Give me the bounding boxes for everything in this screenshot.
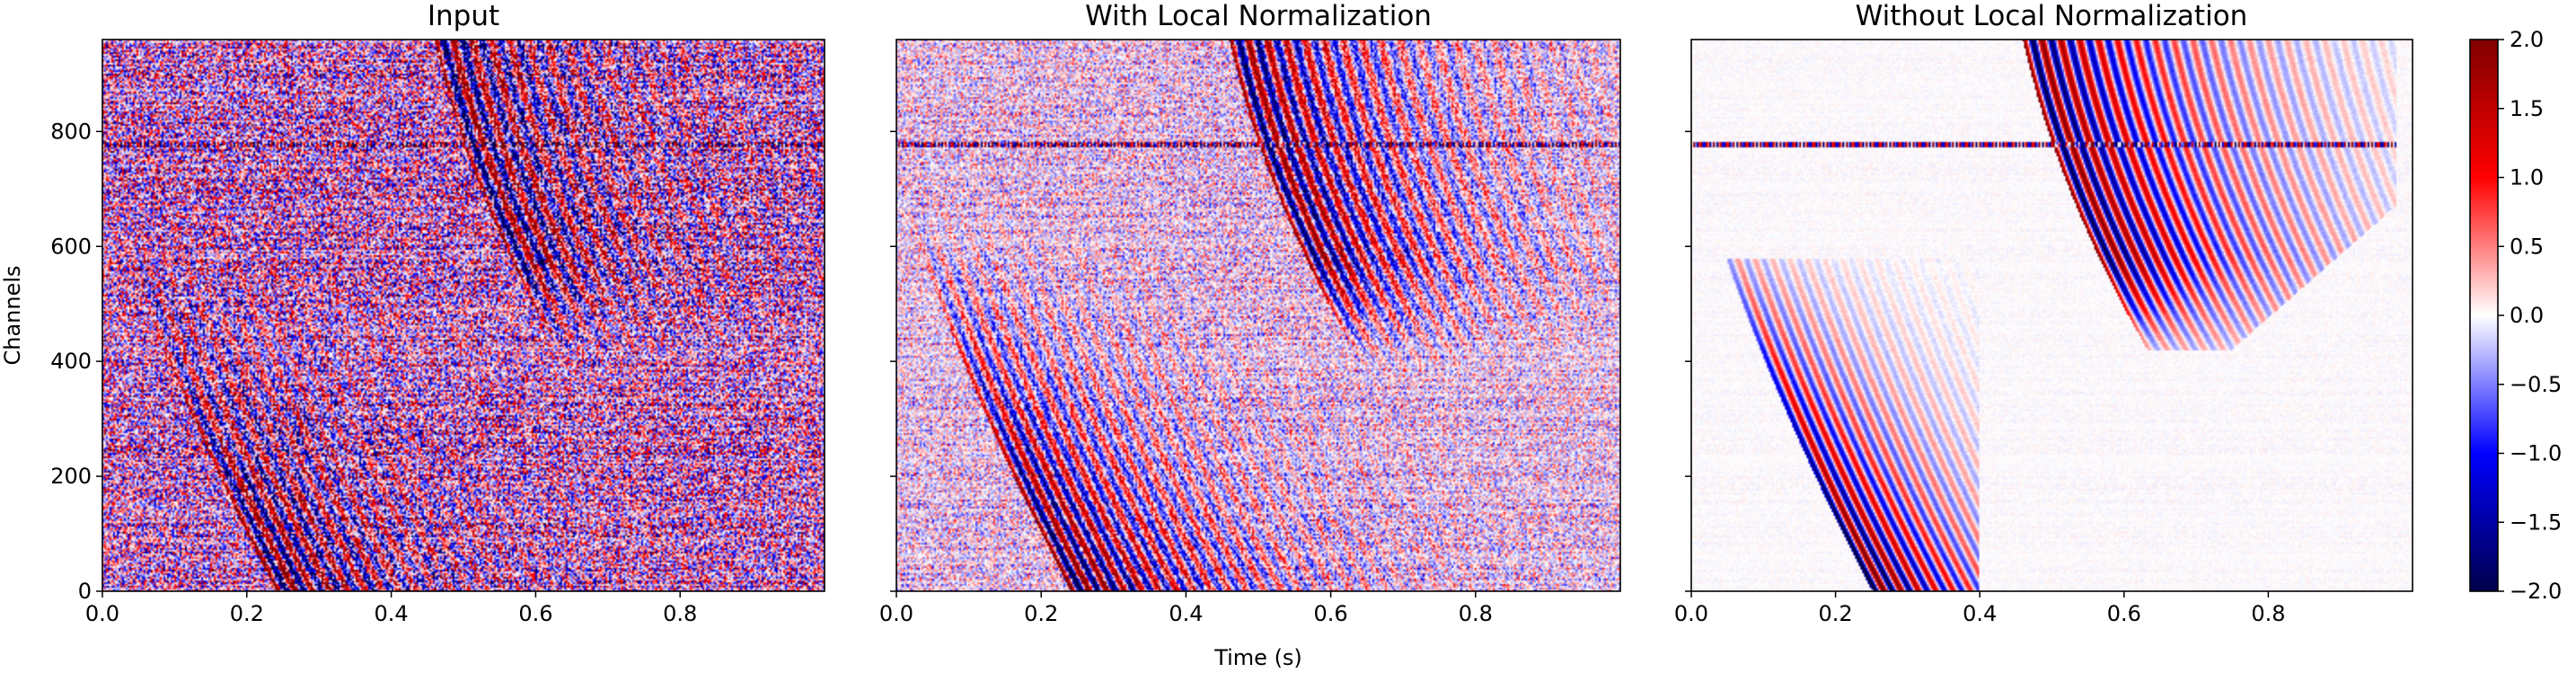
colorbar-tick-label: −2.0 [2510,579,2562,604]
panel-input: Input 0.0 0.2 0.4 0.6 0.8 0 200 400 600 800 Chann… [0,0,825,626]
colorbar-tick-label: −1.5 [2510,509,2562,535]
x-tick-label: 0.6 [518,601,552,626]
x-tick-label: 0.0 [1674,601,1708,626]
x-axis-label: Time (s) [1213,645,1302,670]
colorbar-tick-label: −1.0 [2510,441,2562,466]
heatmap-image-without-ln [1691,40,2413,591]
colorbar-tick-label: 1.5 [2510,96,2544,121]
x-tick-label: 0.6 [1314,601,1348,626]
x-tick-label: 0.8 [663,601,697,626]
colorbar-gradient [2469,39,2499,592]
colorbar-tick-label: 0.0 [2510,303,2544,328]
y-tick-label: 200 [50,464,92,489]
x-tick-label: 0.0 [85,601,119,626]
x-tick-label: 0.6 [2107,601,2141,626]
plot-frame [895,39,1621,592]
panel-with-local-normalization: With Local Normalization 0.0 0.2 0.4 0.6 0.8… [879,0,1621,670]
heatmap-image-with-ln [896,40,1620,591]
colorbar-tick-label: 1.0 [2510,165,2544,190]
plot-frame [101,39,825,592]
plot-frame [1690,39,2413,592]
x-tick-label: 0.8 [2251,601,2285,626]
colorbar: 2.0 1.5 1.0 0.5 0.0 −0.5 −1.0 −1.5 −2.0 [2469,27,2562,604]
y-tick-label: 800 [50,119,92,144]
colorbar-tick-label: −0.5 [2510,372,2562,397]
colorbar-tick-label: 2.0 [2510,27,2544,52]
x-tick-label: 0.4 [1169,601,1203,626]
x-tick-label: 0.2 [230,601,264,626]
y-axis-label: Channels [0,265,25,365]
y-tick-label: 0 [78,579,92,604]
x-tick-label: 0.2 [1819,601,1853,626]
y-tick-label: 600 [50,234,92,259]
panel-title: Input [428,0,499,32]
x-tick-label: 0.0 [879,601,913,626]
panel-title: Without Local Normalization [1856,0,2248,32]
heatmap-image-input [102,40,825,591]
y-tick-label: 400 [50,349,92,374]
panel-title: With Local Normalization [1085,0,1432,32]
x-tick-label: 0.2 [1024,601,1058,626]
x-tick-label: 0.4 [375,601,409,626]
x-tick-label: 0.4 [1963,601,1997,626]
x-tick-label: 0.8 [1459,601,1493,626]
colorbar-tick-label: 0.5 [2510,234,2544,259]
panel-without-local-normalization: Without Local Normalization 0.0 0.2 0.4 0.6… [1674,0,2413,626]
